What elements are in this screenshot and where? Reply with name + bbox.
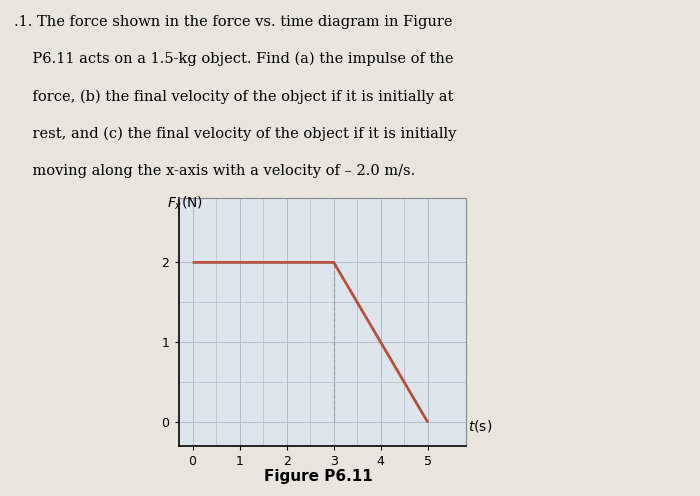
Text: P6.11 acts on a 1.5-kg object. Find (a) the impulse of the: P6.11 acts on a 1.5-kg object. Find (a) … xyxy=(14,52,454,66)
Text: .1. The force shown in the force vs. time diagram in Figure: .1. The force shown in the force vs. tim… xyxy=(14,15,452,29)
Text: $F_x$(N): $F_x$(N) xyxy=(167,194,203,212)
Text: moving along the x-axis with a velocity of – 2.0 m/s.: moving along the x-axis with a velocity … xyxy=(14,164,415,178)
Text: Figure P6.11: Figure P6.11 xyxy=(264,469,373,484)
Text: rest, and (c) the final velocity of the object if it is initially: rest, and (c) the final velocity of the … xyxy=(14,126,456,141)
Text: $t$(s): $t$(s) xyxy=(468,419,492,434)
Text: force, (b) the final velocity of the object if it is initially at: force, (b) the final velocity of the obj… xyxy=(14,89,454,104)
